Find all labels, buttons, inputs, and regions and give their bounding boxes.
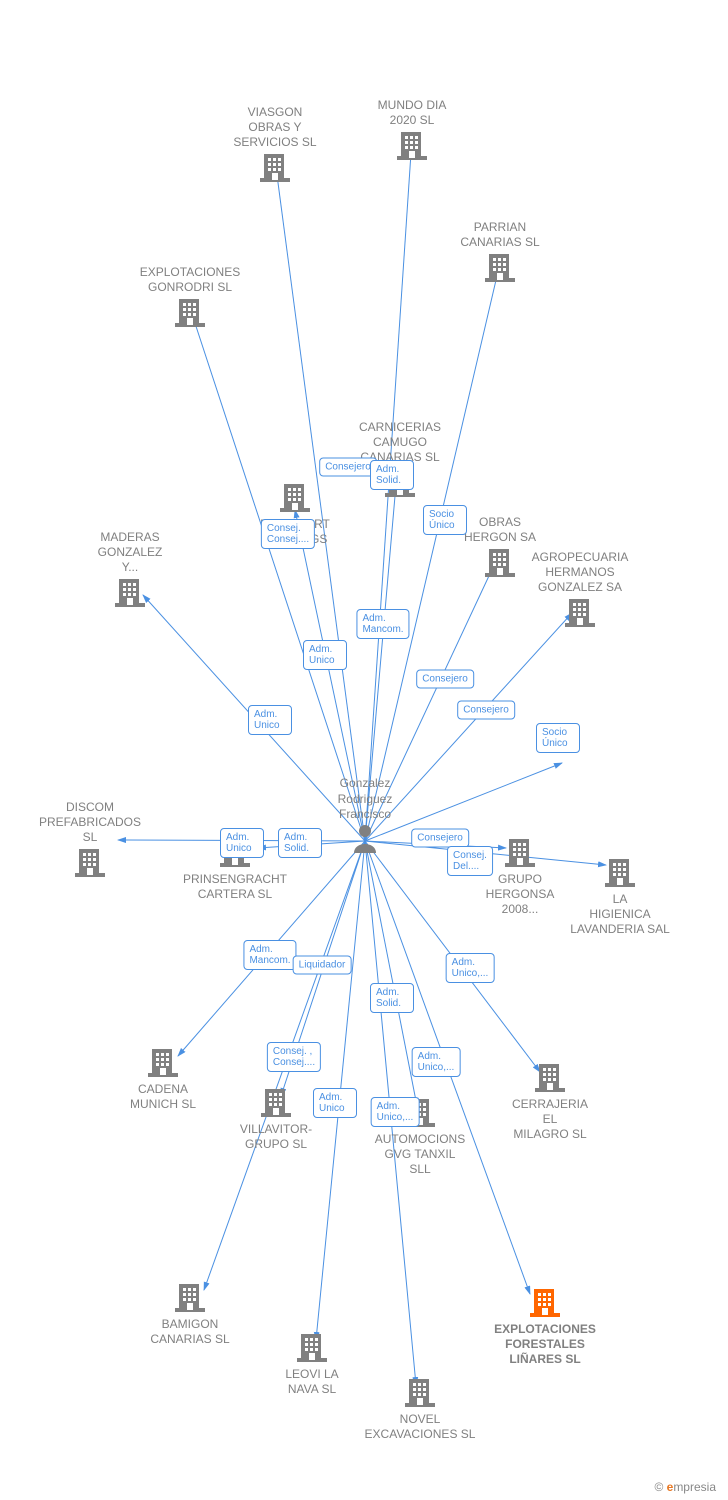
edge-role-label: Consejero <box>416 670 474 689</box>
edge-role-label: Adm.Solid. <box>278 828 322 858</box>
footer-attribution: © empresia <box>654 1480 716 1494</box>
company-label: MADERASGONZALEZY... <box>70 530 190 575</box>
building-icon <box>505 835 535 867</box>
company-node[interactable]: EXPLOTACIONESFORESTALESLIÑARES SL <box>485 1285 605 1367</box>
building-icon <box>280 480 310 512</box>
building-icon <box>397 128 427 160</box>
building-icon <box>261 1085 291 1117</box>
company-node[interactable]: VIASGONOBRAS YSERVICIOS SL <box>215 105 335 187</box>
company-node[interactable]: CADENAMUNICH SL <box>103 1045 223 1112</box>
edge-role-label: Adm.Solid. <box>370 460 414 490</box>
edge-role-label: Consej.Del.... <box>447 846 493 876</box>
center-label: GonzalezRodriguezFrancisco <box>305 776 425 823</box>
building-icon <box>605 855 635 887</box>
company-label: VILLAVITOR-GRUPO SL <box>216 1122 336 1152</box>
company-node[interactable]: LAHIGIENICALAVANDERIA SAL <box>560 855 680 937</box>
edge-role-label: Adm.Unico <box>303 640 347 670</box>
company-node[interactable]: AGROPECUARIAHERMANOSGONZALEZ SA <box>520 550 640 632</box>
building-icon <box>175 295 205 327</box>
edge-role-label: SocioÚnico <box>423 505 467 535</box>
brand-rest: mpresia <box>673 1480 716 1494</box>
edge-role-label: Adm.Unico <box>313 1088 357 1118</box>
company-node[interactable]: PARRIANCANARIAS SL <box>440 220 560 287</box>
edge-role-label: SocioÚnico <box>536 723 580 753</box>
building-icon <box>148 1045 178 1077</box>
edge-role-label: Consej. ,Consej.... <box>267 1042 321 1072</box>
building-icon <box>260 150 290 182</box>
person-icon <box>352 823 378 853</box>
edge-line <box>365 841 417 1106</box>
company-label: BAMIGONCANARIAS SL <box>130 1317 250 1347</box>
edge-role-label: Consej.Consej.... <box>261 519 315 549</box>
company-label: DISCOMPREFABRICADOSSL <box>30 800 150 845</box>
building-icon <box>565 595 595 627</box>
company-node[interactable]: NOVELEXCAVACIONES SL <box>360 1375 480 1442</box>
edge-line <box>190 308 365 841</box>
edge-role-label: Adm.Unico,... <box>446 953 495 983</box>
company-node[interactable]: MUNDO DIA2020 SL <box>352 98 472 165</box>
company-label: AGROPECUARIAHERMANOSGONZALEZ SA <box>520 550 640 595</box>
edge-role-label: Adm.Solid. <box>370 983 414 1013</box>
building-icon <box>535 1060 565 1092</box>
building-icon <box>75 845 105 877</box>
company-label: AUTOMOCIONSGVG TANXILSLL <box>360 1132 480 1177</box>
company-node[interactable]: EXPLOTACIONESGONRODRI SL <box>130 265 250 332</box>
building-icon <box>485 250 515 282</box>
company-label: LEOVI LANAVA SL <box>252 1367 372 1397</box>
company-label: PARRIANCANARIAS SL <box>440 220 560 250</box>
edge-role-label: Adm.Unico,... <box>371 1097 420 1127</box>
edge-role-label: Consejero <box>411 829 469 848</box>
edge-role-label: Adm.Unico <box>248 705 292 735</box>
edge-role-label: Liquidador <box>293 956 352 975</box>
building-icon <box>297 1330 327 1362</box>
company-label: LAHIGIENICALAVANDERIA SAL <box>560 892 680 937</box>
center-person-node[interactable]: GonzalezRodriguezFrancisco <box>305 776 425 858</box>
edge-role-label: Consejero <box>457 701 515 720</box>
company-node[interactable]: LEOVI LANAVA SL <box>252 1330 372 1397</box>
edges-layer <box>0 0 728 1500</box>
company-label: VIASGONOBRAS YSERVICIOS SL <box>215 105 335 150</box>
company-label: MUNDO DIA2020 SL <box>352 98 472 128</box>
edge-role-label: Adm.Unico <box>220 828 264 858</box>
company-node[interactable]: MADERASGONZALEZY... <box>70 530 190 612</box>
building-icon <box>405 1375 435 1407</box>
company-label: PRINSENGRACHTCARTERA SL <box>175 872 295 902</box>
edge-role-label: Adm.Mancom. <box>356 609 409 639</box>
building-icon <box>530 1285 560 1317</box>
company-label: CERRAJERIAELMILAGRO SL <box>490 1097 610 1142</box>
company-label: CADENAMUNICH SL <box>103 1082 223 1112</box>
company-node[interactable]: CERRAJERIAELMILAGRO SL <box>490 1060 610 1142</box>
company-label: EXPLOTACIONESGONRODRI SL <box>130 265 250 295</box>
company-node[interactable]: DISCOMPREFABRICADOSSL <box>30 800 150 882</box>
edge-role-label: Adm.Mancom. <box>243 940 296 970</box>
company-label: EXPLOTACIONESFORESTALESLIÑARES SL <box>485 1322 605 1367</box>
building-icon <box>485 545 515 577</box>
copyright-symbol: © <box>654 1480 663 1494</box>
building-icon <box>175 1280 205 1312</box>
company-node[interactable]: BAMIGONCANARIAS SL <box>130 1280 250 1347</box>
company-label: NOVELEXCAVACIONES SL <box>360 1412 480 1442</box>
edge-role-label: Adm.Unico,... <box>412 1047 461 1077</box>
edge-role-label: Consejero <box>319 458 377 477</box>
building-icon <box>115 575 145 607</box>
